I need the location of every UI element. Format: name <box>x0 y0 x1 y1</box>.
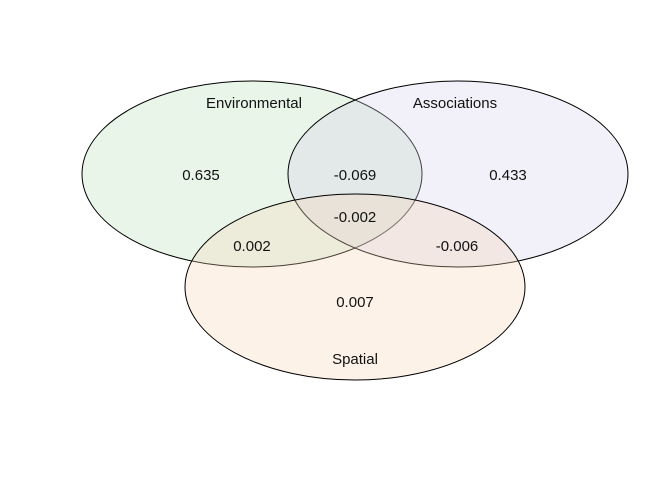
value-all-three: -0.002 <box>334 209 377 226</box>
set-label-environmental: Environmental <box>206 95 302 112</box>
set-label-spatial: Spatial <box>332 351 378 368</box>
value-environmental-only: 0.635 <box>182 167 220 184</box>
set-spatial-ellipse <box>184 193 526 381</box>
set-associations-ellipse <box>287 80 629 268</box>
set-label-associations: Associations <box>413 95 497 112</box>
value-environmental-associations: -0.069 <box>334 167 377 184</box>
value-associations-spatial: -0.006 <box>436 238 479 255</box>
set-environmental-ellipse <box>81 80 423 268</box>
value-spatial-only: 0.007 <box>336 294 374 311</box>
value-environmental-spatial: 0.002 <box>233 238 271 255</box>
value-associations-only: 0.433 <box>489 167 527 184</box>
